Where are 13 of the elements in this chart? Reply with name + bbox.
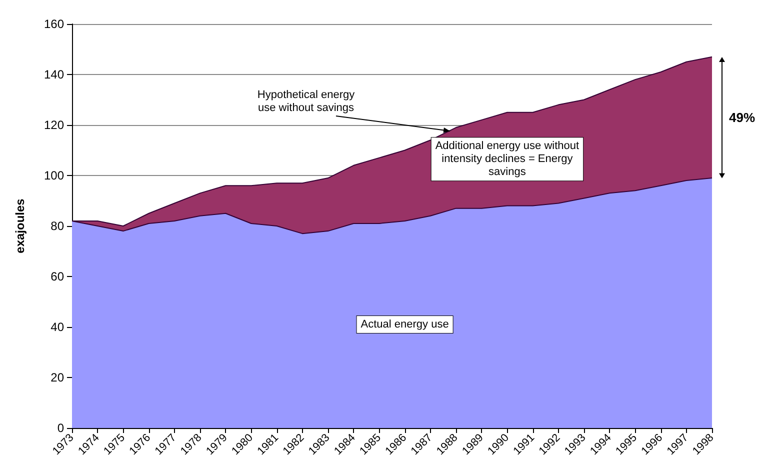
text: 49% xyxy=(729,110,756,125)
annotation: Additional energy use without intensity declines = Energy savings xyxy=(435,140,580,178)
y-tick-label: 160 xyxy=(44,17,64,31)
y-tick-label: 100 xyxy=(44,168,64,182)
annotation: Hypothetical energy use without savings xyxy=(257,89,356,114)
y-tick-label: 0 xyxy=(57,421,64,435)
y-tick-label: 120 xyxy=(44,118,64,132)
y-tick-label: 20 xyxy=(50,370,64,384)
y-tick-label: 140 xyxy=(44,68,64,82)
y-axis-title: exajoules xyxy=(13,198,27,254)
y-tick-label: 40 xyxy=(50,320,64,334)
y-tick-label: 60 xyxy=(50,270,64,284)
y-tick-label: 80 xyxy=(50,219,64,233)
